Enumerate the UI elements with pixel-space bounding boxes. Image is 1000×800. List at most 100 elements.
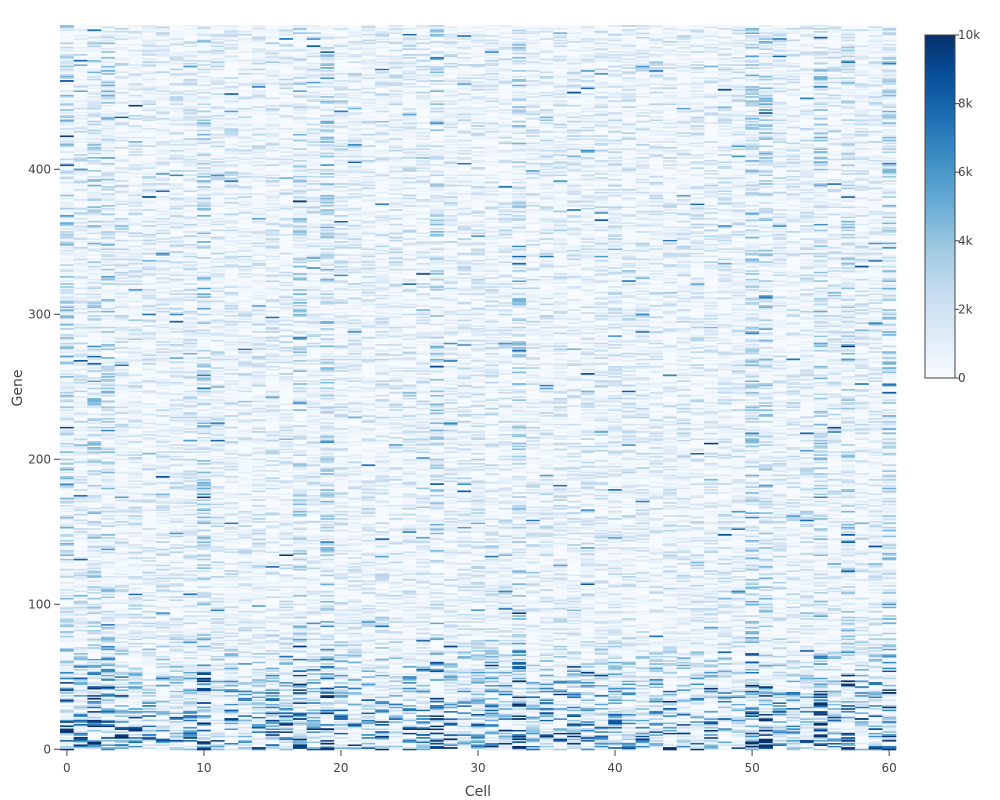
heatmap-cell [73, 649, 88, 652]
heatmap-cell [251, 568, 266, 571]
heatmap-cell [101, 518, 116, 520]
heatmap-cell [60, 712, 74, 715]
heatmap-cell [73, 512, 88, 514]
heatmap-cell [128, 78, 143, 81]
heatmap-cell [238, 390, 253, 393]
heatmap-cell [251, 536, 266, 539]
heatmap-cell [60, 342, 74, 345]
heatmap-cell [183, 383, 198, 385]
heatmap-cell [87, 607, 102, 610]
heatmap-cell [87, 597, 102, 600]
heatmap-cell [101, 723, 116, 726]
heatmap-cell [142, 391, 157, 394]
heatmap-cell [73, 519, 88, 522]
heatmap-cell [114, 338, 129, 340]
heatmap-cell [155, 703, 170, 706]
heatmap-cell [101, 172, 116, 175]
heatmap-cell [169, 464, 184, 467]
heatmap-cell [128, 100, 143, 103]
heatmap-cell [60, 400, 74, 403]
heatmap-cell [101, 618, 116, 620]
heatmap-cell [142, 606, 157, 609]
heatmap-cell [210, 496, 225, 498]
heatmap-cell [73, 451, 88, 454]
heatmap-cell [128, 693, 143, 696]
heatmap-cell [238, 461, 253, 464]
heatmap-cell [251, 262, 266, 265]
heatmap-cell [224, 258, 239, 261]
heatmap-cell [142, 589, 157, 591]
heatmap-cell [114, 223, 129, 226]
heatmap-cell [238, 68, 253, 71]
heatmap-cell [155, 336, 170, 339]
heatmap-cell [169, 436, 184, 439]
heatmap-cell [87, 290, 102, 293]
heatmap-cell [224, 107, 239, 110]
heatmap-cell [197, 229, 212, 232]
heatmap-cell [128, 507, 143, 510]
heatmap-cell [197, 84, 212, 87]
heatmap-cell [251, 628, 266, 630]
heatmap-cell [87, 562, 102, 565]
heatmap-cell [224, 676, 239, 678]
heatmap-cell [238, 519, 253, 522]
heatmap-cell [183, 357, 198, 359]
heatmap-cell [142, 560, 157, 562]
heatmap-cell [169, 251, 184, 253]
heatmap-cell [128, 526, 143, 529]
heatmap-cell [169, 441, 184, 443]
heatmap-cell [210, 248, 225, 251]
heatmap-cell [87, 346, 102, 349]
heatmap-cell [183, 745, 198, 748]
heatmap-cell [128, 710, 143, 713]
heatmap-cell [169, 573, 184, 575]
heatmap-cell [183, 599, 198, 601]
heatmap-cell [73, 632, 88, 635]
heatmap-cell [183, 288, 198, 291]
heatmap-cell [224, 436, 239, 439]
heatmap-cell [210, 415, 225, 417]
heatmap-cell [224, 515, 239, 517]
heatmap-cell [224, 35, 239, 37]
heatmap-cell [183, 686, 198, 688]
heatmap-cell [224, 681, 239, 684]
heatmap-cell [238, 203, 253, 206]
heatmap-cell [210, 77, 225, 79]
heatmap-cell [238, 212, 253, 214]
heatmap-cell [251, 91, 266, 94]
heatmap-cell [169, 133, 184, 136]
heatmap-cell [169, 123, 184, 126]
heatmap-cell [155, 548, 170, 551]
heatmap-cell [238, 513, 253, 516]
heatmap-cell [155, 113, 170, 116]
heatmap-cell [169, 312, 184, 314]
heatmap-cell [224, 185, 239, 188]
heatmap-cell [210, 647, 225, 649]
heatmap-cell [128, 686, 143, 688]
heatmap-cell [210, 475, 225, 478]
heatmap-cell [128, 745, 143, 748]
heatmap-cell [114, 84, 129, 87]
heatmap-cell [128, 661, 143, 664]
heatmap-cell [73, 731, 88, 733]
heatmap-cell [73, 294, 88, 297]
heatmap-cell [197, 460, 212, 462]
heatmap-cell [128, 558, 143, 561]
heatmap-cell [60, 618, 74, 620]
heatmap-cell [155, 426, 170, 429]
heatmap-cell [197, 497, 212, 500]
heatmap-cell [73, 470, 88, 472]
heatmap-cell [224, 593, 239, 596]
heatmap-cell [87, 127, 102, 130]
heatmap-cell [87, 576, 102, 578]
heatmap-cell [142, 642, 157, 645]
heatmap-cell [197, 206, 212, 208]
heatmap-cell [155, 210, 170, 213]
heatmap-cell [183, 694, 198, 697]
heatmap-cell [142, 658, 157, 661]
heatmap-cell [60, 296, 74, 298]
heatmap-cell [251, 738, 266, 741]
heatmap-cell [128, 570, 143, 572]
heatmap-cell [183, 557, 198, 559]
heatmap-cell [224, 628, 239, 630]
